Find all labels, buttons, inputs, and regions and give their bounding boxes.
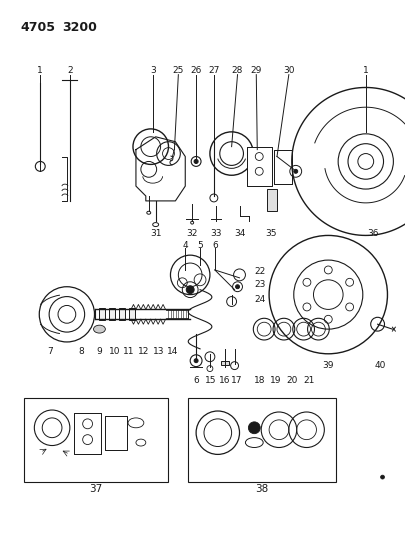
Text: 19: 19 (270, 376, 282, 385)
Text: 31: 31 (150, 229, 162, 238)
Text: 22: 22 (254, 268, 266, 277)
Text: 16: 16 (219, 376, 231, 385)
Text: 40: 40 (375, 361, 386, 370)
Text: 6: 6 (193, 376, 199, 385)
Text: 11: 11 (123, 347, 135, 356)
Text: 21: 21 (303, 376, 314, 385)
Bar (105, 416, 127, 450)
Bar (274, 150, 292, 184)
Bar (24, 398, 168, 482)
Bar (74, 413, 102, 455)
Text: 27: 27 (208, 66, 220, 75)
Text: 23: 23 (254, 280, 266, 289)
Text: 3200: 3200 (62, 21, 97, 35)
Text: 25: 25 (173, 66, 184, 75)
Text: 32: 32 (186, 229, 198, 238)
Bar (74, 413, 102, 455)
Circle shape (294, 169, 298, 173)
Text: 4705: 4705 (20, 21, 55, 35)
Circle shape (194, 159, 198, 164)
Text: 39: 39 (323, 361, 334, 370)
Text: 38: 38 (255, 484, 269, 494)
Ellipse shape (93, 325, 105, 333)
Text: 17: 17 (231, 376, 242, 385)
Text: 33: 33 (210, 229, 222, 238)
Bar (109, 309, 115, 320)
Bar (188, 398, 336, 482)
Text: 13: 13 (153, 347, 164, 356)
Text: 29: 29 (251, 66, 262, 75)
Text: 2: 2 (67, 66, 73, 75)
Text: 35: 35 (265, 229, 277, 238)
Bar (274, 150, 292, 184)
Text: 26: 26 (191, 66, 202, 75)
Circle shape (235, 285, 239, 289)
Circle shape (381, 475, 384, 479)
Bar (105, 416, 127, 450)
Text: 30: 30 (283, 66, 295, 75)
Text: 14: 14 (167, 347, 178, 356)
Text: 15: 15 (205, 376, 217, 385)
Text: 24: 24 (254, 295, 266, 304)
Text: 3: 3 (150, 66, 155, 75)
Text: 34: 34 (234, 229, 245, 238)
Text: 36: 36 (367, 229, 379, 238)
Bar (247, 147, 272, 186)
Bar (221, 361, 228, 365)
Text: 4: 4 (182, 241, 188, 250)
Text: 1: 1 (363, 66, 369, 75)
Text: 37: 37 (89, 484, 102, 494)
Circle shape (248, 422, 260, 434)
Text: 10: 10 (109, 347, 120, 356)
Circle shape (186, 286, 194, 294)
Text: 7: 7 (47, 347, 53, 356)
Text: 8: 8 (79, 347, 84, 356)
Text: 1: 1 (38, 66, 43, 75)
Text: 9: 9 (97, 347, 102, 356)
Text: 6: 6 (212, 241, 218, 250)
Bar (267, 189, 277, 211)
Text: 18: 18 (253, 376, 265, 385)
Text: 20: 20 (286, 376, 297, 385)
Bar (247, 147, 272, 186)
Text: 28: 28 (232, 66, 243, 75)
Bar (119, 309, 125, 320)
Bar (100, 309, 105, 320)
Circle shape (194, 359, 198, 362)
Text: 5: 5 (197, 241, 203, 250)
Text: 12: 12 (138, 347, 149, 356)
Bar (129, 309, 135, 320)
